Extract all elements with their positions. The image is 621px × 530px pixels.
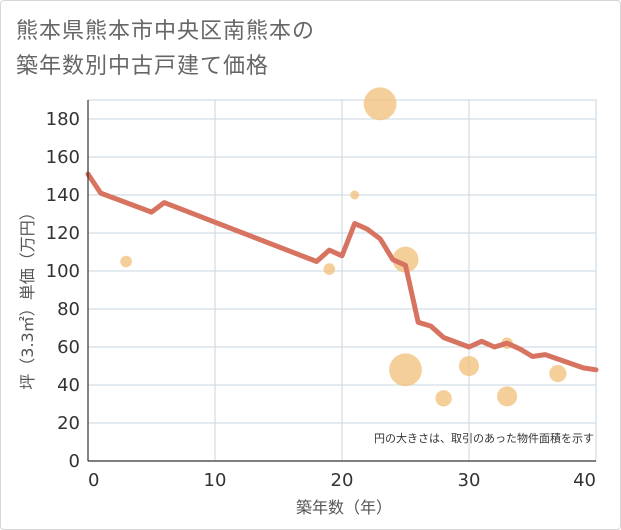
x-tick-label: 0 [88,470,99,491]
line-layer [85,171,599,373]
bubble-layer [120,87,567,407]
bubble-point [497,386,518,407]
y-tick-label: 160 [46,147,80,168]
y-tick-label: 140 [46,185,80,206]
y-tick-label: 60 [57,337,80,358]
label-layer: 0 20 40 60 80 100 120 140 160 180 0 10 20 30 40 [46,109,596,491]
bubble-point [435,390,452,407]
bubble-point [350,190,360,200]
y-tick-label: 100 [46,261,80,282]
y-tick-label: 120 [46,223,80,244]
axis-layer [87,100,596,462]
x-tick-label: 20 [331,470,354,491]
trend-line [85,171,599,373]
y-axis-title: 坪（3.3㎡）単価（万円） [18,204,37,389]
x-tick-label: 40 [573,470,596,491]
bubble-point [389,353,422,387]
bubble-point [549,364,567,383]
bubble-size-note: 円の大きさは、取引のあった物件面積を示す [374,431,594,445]
y-tick-label: 40 [57,375,80,396]
chart-title-line-2: 築年数別中古戸建て価格 [16,54,270,79]
grid-layer [87,99,597,462]
y-tick-label: 180 [46,109,80,130]
x-axis-title: 築年数（年） [296,498,392,517]
x-tick-label: 30 [458,470,481,491]
chart-title: 熊本県熊本市中央区南熊本の 築年数別中古戸建て価格 [16,14,576,84]
y-tick-label: 0 [69,451,80,472]
y-tick-label: 20 [57,413,80,434]
bubble-point [323,263,336,275]
x-tick-label: 10 [204,470,227,491]
bubble-point [458,355,480,377]
bubble-point [392,246,419,273]
y-tick-label: 80 [57,299,80,320]
chart-title-line-1: 熊本県熊本市中央区南熊本の [16,19,316,44]
bubble-point [363,87,397,121]
bubble-point [120,255,132,268]
